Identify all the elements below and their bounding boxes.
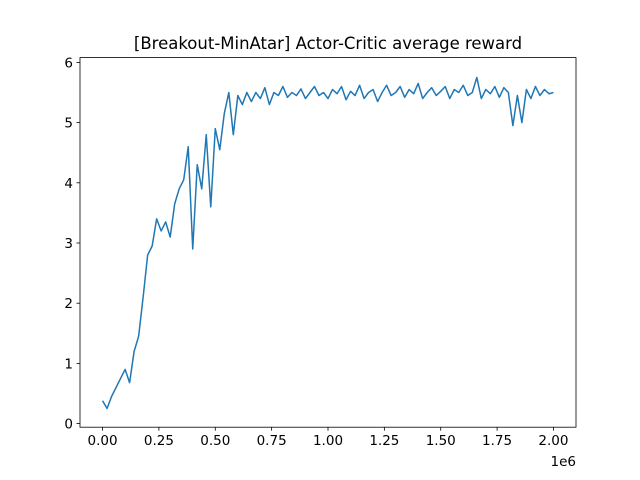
- chart-title: [Breakout-MinAtar] Actor-Critic average …: [134, 34, 522, 53]
- x-tick-label: 0.50: [200, 433, 230, 449]
- y-tick-label: 6: [64, 55, 73, 71]
- x-tick-label: 0.25: [144, 433, 174, 449]
- x-tick-label: 0.75: [257, 433, 287, 449]
- x-tick-label: 1.75: [482, 433, 512, 449]
- y-tick-label: 3: [64, 236, 73, 252]
- x-tick-label: 1.50: [426, 433, 456, 449]
- x-tick-label: 1.25: [369, 433, 399, 449]
- y-tick-label: 0: [64, 417, 73, 433]
- x-tick-label: 2.00: [538, 433, 568, 449]
- x-tick-label: 1.00: [313, 433, 343, 449]
- y-tick-label: 5: [64, 116, 73, 132]
- x-offset-label: 1e6: [551, 454, 576, 470]
- y-tick-label: 4: [64, 176, 73, 192]
- axes-frame: [79, 57, 577, 428]
- x-tick-label: 0.00: [88, 433, 118, 449]
- data-line: [101, 76, 554, 410]
- y-tick-label: 1: [64, 356, 73, 372]
- y-tick-label: 2: [64, 296, 73, 312]
